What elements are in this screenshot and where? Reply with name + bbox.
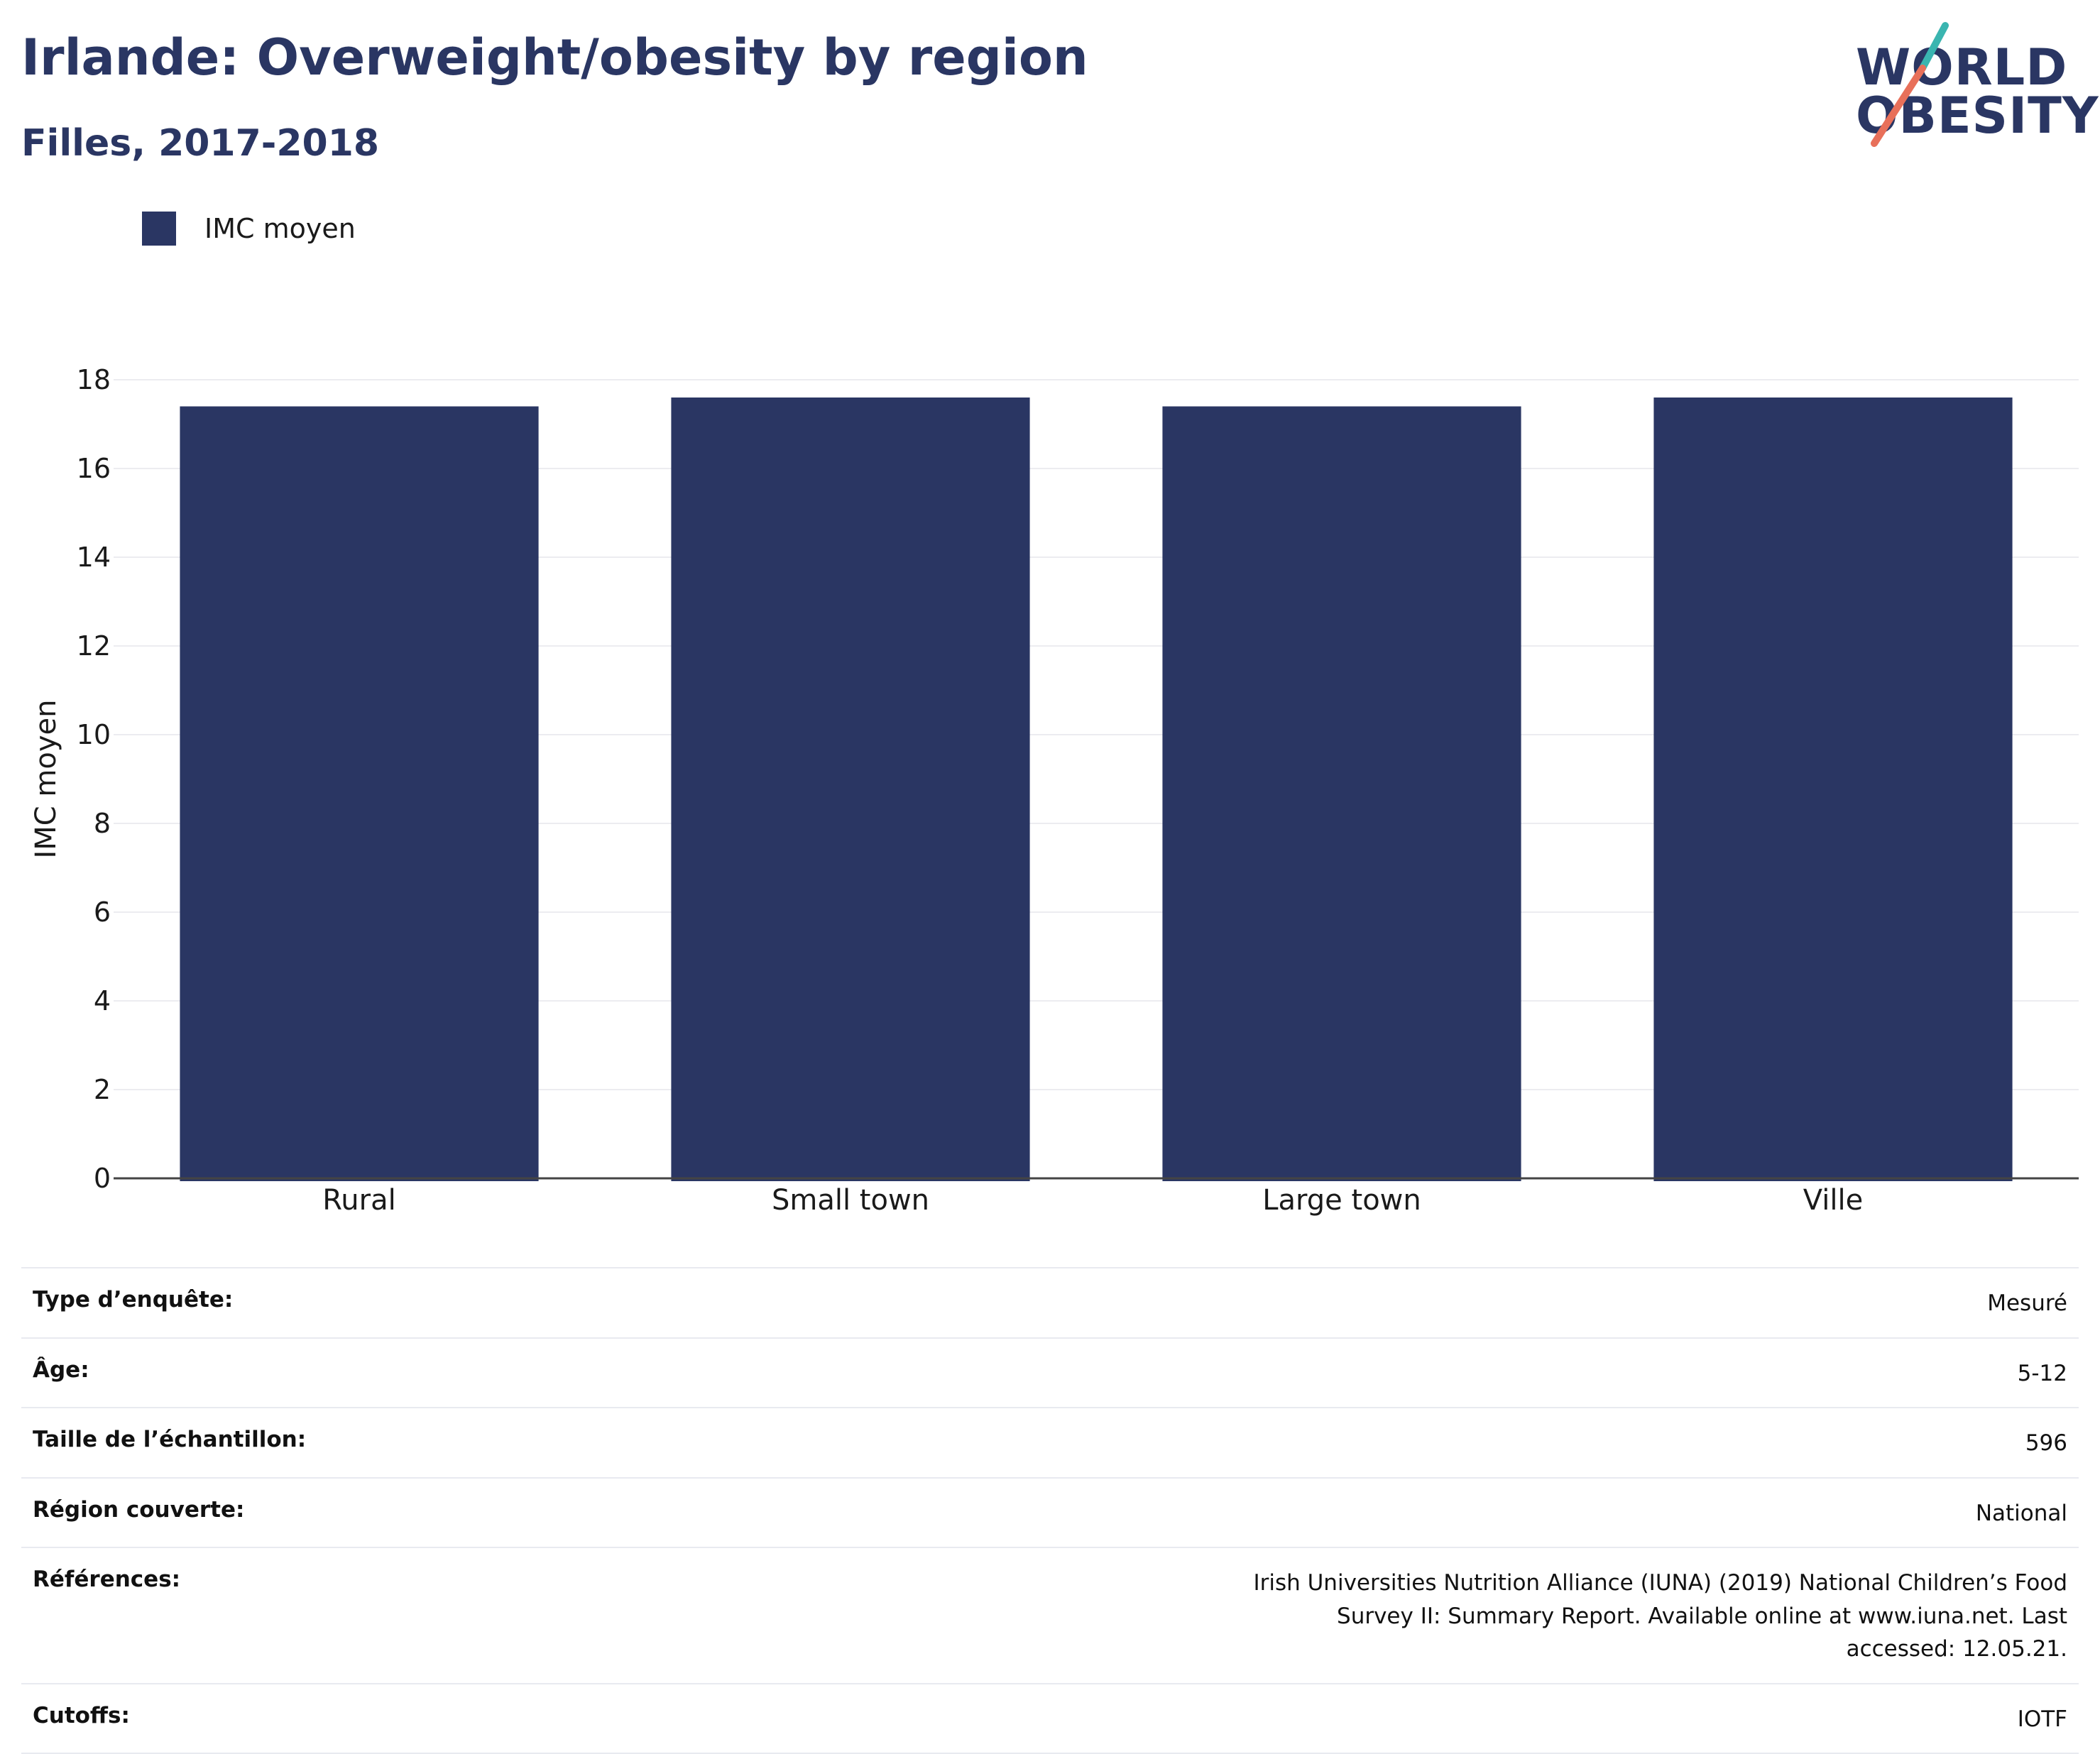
info-row: Âge: 5-12 [21,1337,2079,1408]
y-axis-title: IMC moyen [30,699,62,858]
info-value: IOTF [541,1682,2079,1754]
info-key: Type d’enquête: [21,1267,541,1339]
info-key: Références: [21,1547,541,1684]
bar-large-town [1162,406,1521,1181]
info-value: Irish Universities Nutrition Alliance (I… [541,1547,2079,1684]
legend-label: IMC moyen [204,213,356,244]
y-tick-label: 8 [94,808,111,839]
x-tick-label: Rural [322,1184,395,1217]
info-row: Cutoffs: IOTF [21,1682,2079,1754]
x-tick-label: Ville [1803,1184,1863,1217]
info-value: National [541,1476,2079,1548]
x-tick-label: Large town [1262,1184,1421,1217]
info-value: 596 [541,1407,2079,1479]
y-tick-label: 6 [94,897,111,928]
info-row: Type d’enquête: Mesuré [21,1267,2079,1339]
survey-info-table: Type d’enquête: Mesuré Âge: 5-12 Taille de l… [21,1267,2079,1754]
x-tick-label: Small town [772,1184,929,1217]
world-obesity-logo: WORLD OBESITY [1846,21,2099,149]
bar-rural [180,406,539,1181]
y-tick-label: 4 [94,985,111,1016]
info-key: Cutoffs: [21,1682,541,1754]
info-key: Région couverte: [21,1476,541,1548]
y-tick-label: 12 [77,630,111,662]
logo-word-1: WORLD [1856,38,2068,97]
y-tick-label: 16 [77,453,111,484]
legend-swatch [142,212,176,246]
info-key: Âge: [21,1337,541,1408]
chart-legend: IMC moyen [142,212,356,246]
y-tick-label: 0 [94,1163,111,1194]
info-value: Mesuré [541,1267,2079,1339]
y-tick-label: 18 [77,364,111,395]
bar-chart: 0 2 4 6 8 10 12 14 16 18 IMC moyen Rural Small town L… [30,364,2079,1217]
info-row: Région couverte: National [21,1476,2079,1548]
info-row: Taille de l’échantillon: 596 [21,1407,2079,1479]
logo-slash-icon [1871,22,1949,147]
info-key: Taille de l’échantillon: [21,1407,541,1479]
bar-small-town [671,398,1030,1181]
y-tick-label: 10 [77,719,111,750]
y-tick-label: 2 [94,1074,111,1105]
page-title: Irlande: Overweight/obesity by region [21,28,1088,87]
y-tick-label: 14 [77,542,111,573]
info-value: 5-12 [541,1337,2079,1408]
bar-ville [1653,398,2013,1181]
info-row: Références: Irish Universities Nutrition … [21,1547,2079,1684]
page-subtitle: Filles, 2017-2018 [21,122,380,165]
